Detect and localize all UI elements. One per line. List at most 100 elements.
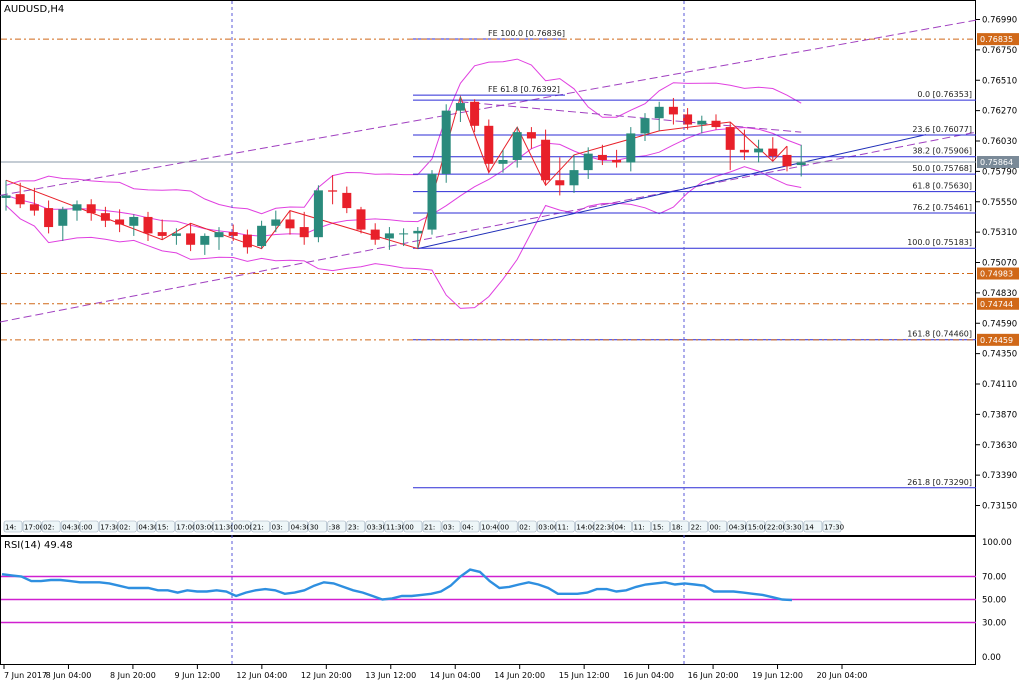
rsi-tick-label: 100.00 (982, 538, 1012, 548)
candle (214, 227, 224, 250)
fib-level-label: 23.6 [0.76077] (912, 125, 972, 134)
candle-body (228, 232, 238, 236)
rsi-tick-label: 30.00 (982, 619, 1006, 629)
price-tick-label: 0.75310 (982, 228, 1017, 238)
price-tick-label: 0.76270 (982, 107, 1017, 117)
time-chip (3, 520, 23, 533)
candle (754, 139, 764, 163)
time-chip (308, 520, 328, 533)
candle (72, 200, 82, 221)
candle-body (129, 216, 139, 226)
time-tick-label: 7 Jun 2017 (4, 671, 47, 680)
fib-level-label: 76.2 [0.75461] (912, 203, 972, 212)
candle (115, 209, 125, 233)
price-tick-label: 0.73390 (982, 471, 1017, 481)
time-chip-label: 03:30 (367, 524, 387, 532)
candle-body (143, 216, 153, 234)
candle (285, 210, 295, 235)
candle-body (626, 133, 636, 163)
time-chip-label: 11: (557, 524, 568, 532)
time-chip (708, 520, 728, 533)
candle (654, 101, 664, 131)
time-chip-label: 18: (672, 524, 683, 532)
candle (512, 127, 522, 168)
candle-body (541, 139, 551, 181)
time-tick-label: 19 Jun 12:00 (752, 671, 803, 680)
time-chip-label: 14 (805, 524, 814, 532)
candle-body (597, 154, 607, 160)
time-chip (594, 520, 613, 533)
time-chip-label: 00:00 (234, 524, 254, 532)
time-chip-label: 04:30 (138, 524, 158, 532)
candle-body (285, 219, 295, 229)
candle (186, 223, 196, 252)
time-chip (289, 520, 309, 533)
candle-body (171, 233, 181, 236)
candle-body (697, 120, 707, 125)
price-axis: 0.76990 0.76750 0.76510 0.76270 0.76030 0.757… (976, 16, 1017, 512)
time-chip-label: 00: (710, 524, 721, 532)
candle (313, 185, 323, 243)
candle-body (72, 204, 82, 211)
candle-body (242, 234, 252, 248)
time-chip-label: 00 (405, 524, 414, 532)
fib-level-label: 161.8 [0.74460] (907, 330, 972, 339)
level-badge (977, 267, 1019, 280)
time-chip (422, 520, 442, 533)
time-chip-label: 23: (348, 524, 359, 532)
time-tick-label: 16 Jun 20:00 (688, 671, 739, 680)
candle-body (555, 180, 565, 186)
time-chip (137, 520, 156, 533)
candle-body (214, 232, 224, 238)
candle (441, 104, 451, 183)
candle-body (257, 225, 267, 247)
time-chip-label: 02: (43, 524, 54, 532)
channel-upper-line (0, 19, 977, 196)
candle-body (342, 192, 352, 209)
rsi-plot-frame (0, 536, 976, 665)
time-chip (575, 520, 594, 533)
time-chip-label: 04:30 (62, 524, 82, 532)
candle (143, 211, 153, 241)
time-chip (41, 520, 61, 533)
level-badge (977, 297, 1019, 310)
time-tick-label: 20 Jun 04:00 (817, 671, 868, 680)
time-chip-label: 22:30 (595, 524, 615, 532)
candle (58, 206, 68, 241)
candle (399, 228, 409, 247)
candle (583, 147, 593, 179)
price-tick-label: 0.73150 (982, 502, 1017, 512)
candle (498, 149, 508, 173)
rsi-indicator: 100.00 70.00 50.00 30.00 0.00 (1, 538, 1012, 663)
level-badge (977, 33, 1019, 46)
level-badge-label: 0.74459 (980, 336, 1013, 345)
time-chip-label: 14:00 (576, 524, 596, 532)
time-chip-label: 17:00 (24, 524, 44, 532)
rsi-tick-label: 0.00 (982, 653, 1001, 663)
price-tick-label: 0.73630 (982, 441, 1017, 451)
time-tick-label: 14 Jun 04:00 (430, 671, 481, 680)
price-tick-label: 0.75790 (982, 167, 1017, 177)
candle-body (313, 190, 323, 238)
time-chip (822, 520, 842, 533)
time-chip-label: :38 (329, 524, 340, 532)
time-chip-label: 04: (614, 524, 625, 532)
candle-body (569, 170, 579, 186)
time-chip (346, 520, 366, 533)
candle-body (455, 103, 465, 111)
candle-body (725, 127, 735, 150)
time-chip-label: 04: (462, 524, 473, 532)
time-chip (536, 520, 556, 533)
candle-body (512, 132, 522, 160)
time-chip-label: 15: (653, 524, 664, 532)
candle-body (399, 233, 409, 235)
time-chip (441, 520, 461, 533)
price-tick-label: 0.76030 (982, 137, 1017, 147)
time-chip (79, 520, 99, 533)
time-tick-label: 12 Jun 04:00 (236, 671, 287, 680)
fib-level-label: 100.0 [0.75183] (907, 238, 972, 247)
time-chip (556, 520, 575, 533)
time-chip-label: 03:00 (195, 524, 215, 532)
